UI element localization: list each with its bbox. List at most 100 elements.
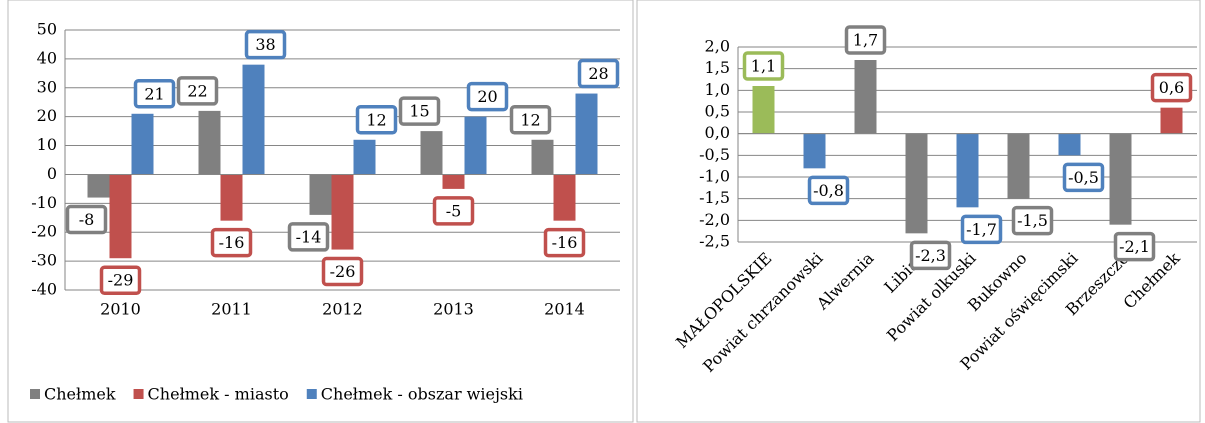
- bar: [803, 133, 826, 169]
- data-label: -0,8: [813, 181, 844, 200]
- data-label-box: [321, 256, 364, 287]
- data-label-box: [1011, 205, 1054, 236]
- data-label-box: [99, 265, 142, 295]
- legend-swatch: [30, 389, 40, 399]
- data-label: 21: [144, 84, 164, 103]
- data-label-box: [176, 76, 219, 106]
- legend-swatch: [133, 389, 144, 399]
- x-tick-label: 2014: [544, 300, 585, 319]
- bar: [242, 64, 265, 175]
- legend-label: Chełmek - miasto: [148, 385, 289, 404]
- data-label-box: [210, 227, 253, 258]
- y-tick-label: -40: [31, 280, 57, 299]
- y-tick-label: 0,5: [705, 102, 730, 121]
- data-label: 15: [409, 102, 429, 121]
- y-tick-label: -0,5: [699, 145, 730, 164]
- bar: [553, 174, 576, 221]
- y-tick-label: 30: [37, 77, 57, 96]
- bar: [752, 86, 775, 134]
- y-tick-label: 20: [37, 106, 57, 125]
- data-label: -16: [552, 233, 578, 252]
- bar: [198, 110, 221, 175]
- bar: [331, 174, 354, 250]
- data-label: 28: [588, 64, 608, 83]
- data-label: -14: [296, 227, 322, 246]
- y-tick-label: -30: [31, 251, 57, 270]
- data-label: 38: [255, 35, 275, 54]
- data-label-box: [65, 204, 108, 235]
- bar: [87, 174, 110, 198]
- y-tick-label: -10: [31, 193, 57, 212]
- data-label: -29: [108, 271, 134, 290]
- data-label: 0,6: [1159, 78, 1184, 97]
- bar: [131, 113, 154, 175]
- data-label-box: [287, 222, 330, 252]
- bar: [531, 139, 554, 175]
- y-tick-label: 1,0: [705, 80, 730, 99]
- x-tick-label: 2010: [100, 300, 141, 319]
- bar: [442, 174, 465, 189]
- bar: [1058, 133, 1081, 156]
- data-label: -26: [330, 262, 356, 281]
- legend-label: Chełmek - obszar wiejski: [321, 385, 523, 404]
- data-label: 20: [477, 87, 497, 106]
- data-label-box: [1150, 72, 1193, 103]
- data-label: -2,1: [1119, 237, 1150, 256]
- bar: [109, 174, 132, 259]
- data-label: 12: [520, 110, 540, 129]
- bar: [1109, 133, 1132, 225]
- bar: [854, 60, 877, 134]
- data-label: 1,1: [751, 57, 776, 76]
- data-label-box: [543, 227, 586, 258]
- data-label-box: [509, 105, 552, 135]
- bar: [1160, 107, 1183, 134]
- data-label-box: [244, 29, 287, 60]
- data-label-box: [960, 214, 1003, 245]
- data-label: -1,7: [966, 220, 997, 239]
- y-tick-label: -2,5: [699, 232, 730, 251]
- data-label: 22: [187, 81, 207, 100]
- data-label-box: [355, 105, 398, 135]
- bar: [1007, 133, 1030, 199]
- bar: [420, 131, 443, 175]
- y-tick-label: -20: [31, 222, 57, 241]
- data-label: 1,7: [853, 31, 878, 50]
- data-label-box: [432, 196, 475, 226]
- y-tick-label: 2,0: [705, 37, 730, 56]
- data-label: 12: [366, 110, 386, 129]
- data-label-box: [466, 81, 509, 112]
- bar: [956, 133, 979, 208]
- data-label-box: [398, 96, 441, 126]
- data-label-box: [807, 175, 850, 206]
- data-label: -1,5: [1017, 211, 1048, 230]
- y-tick-label: -1,0: [699, 167, 730, 186]
- y-tick-label: 0,0: [705, 123, 730, 142]
- x-tick-label: 2013: [433, 300, 474, 319]
- bar: [905, 133, 928, 234]
- data-label: -8: [79, 210, 95, 229]
- data-label: -0,5: [1068, 168, 1099, 187]
- data-label-box: [1113, 231, 1156, 262]
- y-tick-label: 1,5: [705, 58, 730, 77]
- data-label-box: [577, 58, 620, 89]
- bar: [575, 93, 598, 175]
- y-tick-label: 50: [37, 20, 57, 39]
- data-label: -2,3: [915, 246, 946, 265]
- data-label-box: [844, 25, 887, 55]
- data-label-box: [133, 79, 176, 109]
- y-tick-label: -2,0: [699, 210, 730, 229]
- y-tick-label: 40: [37, 48, 57, 67]
- bar: [353, 139, 376, 175]
- y-tick-label: -1,5: [699, 188, 730, 207]
- x-tick-label: 2011: [211, 300, 252, 319]
- x-tick-label: 2012: [322, 300, 363, 319]
- data-label-box: [909, 240, 952, 271]
- y-tick-label: 0: [47, 164, 57, 183]
- legend-swatch: [306, 389, 317, 399]
- bar: [309, 174, 332, 215]
- bar: [220, 174, 243, 221]
- data-label-box: [742, 51, 785, 81]
- legend-label: Chełmek: [44, 385, 116, 404]
- data-label: -16: [219, 233, 245, 252]
- y-tick-label: 10: [37, 135, 57, 154]
